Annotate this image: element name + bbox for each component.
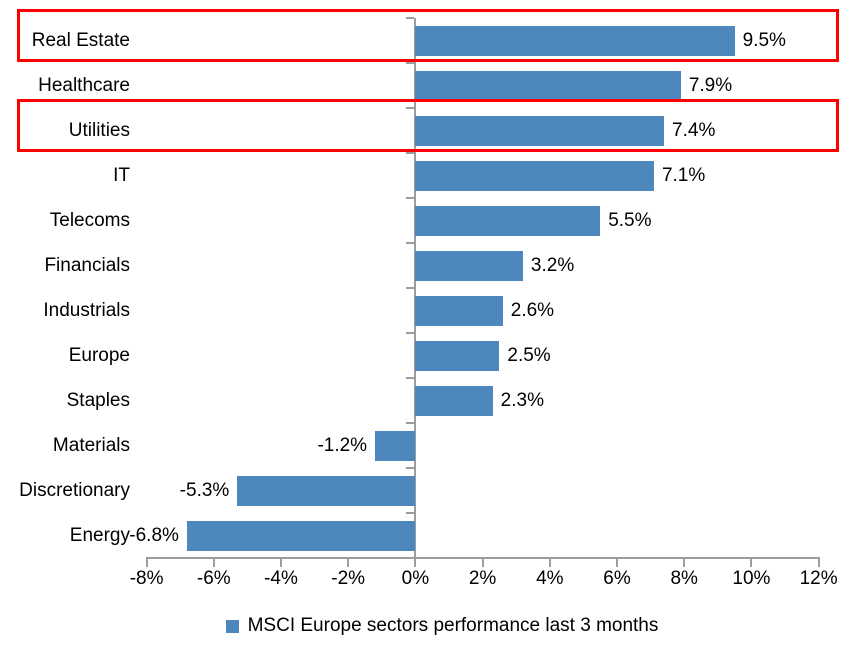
category-tick-mark (406, 287, 415, 289)
value-label: 2.3% (500, 390, 544, 411)
value-label: 3.2% (530, 255, 575, 276)
value-label: -5.3% (179, 480, 230, 501)
category-label: Energy (69, 525, 130, 546)
x-axis-tick-mark (347, 558, 350, 567)
x-axis-tick-mark (212, 558, 215, 567)
x-axis-tick-label: -6% (196, 568, 231, 589)
x-axis-tick-mark (750, 558, 753, 567)
x-axis-tick-mark (817, 558, 820, 567)
category-label: Telecoms (49, 210, 130, 231)
category-tick-mark (406, 422, 415, 424)
x-axis-tick-mark (683, 558, 686, 567)
category-tick-mark (406, 512, 415, 514)
category-label: Discretionary (19, 480, 130, 501)
value-label: 9.5% (742, 30, 786, 51)
highlight-box (17, 99, 839, 152)
category-tick-mark (406, 242, 415, 244)
highlight-box (17, 9, 839, 62)
category-label: IT (113, 165, 130, 186)
category-tick-mark (406, 107, 415, 109)
x-axis-tick-label: 6% (603, 568, 631, 589)
x-axis-tick-mark (481, 558, 484, 567)
value-label: 2.5% (507, 345, 551, 366)
value-label: 7.4% (672, 120, 716, 141)
category-tick-mark (406, 17, 415, 19)
bar (415, 250, 523, 281)
category-tick-mark (406, 332, 415, 334)
value-label: 7.1% (661, 165, 706, 186)
x-axis-tick-mark (616, 558, 618, 567)
category-tick-mark (406, 152, 415, 154)
category-label: Staples (66, 390, 130, 411)
bar (415, 160, 654, 191)
bar (415, 25, 735, 56)
bar (415, 385, 493, 416)
bar (375, 430, 416, 461)
x-axis-tick-label: 12% (799, 568, 838, 589)
category-label: Healthcare (38, 75, 130, 96)
x-axis-tick-label: -4% (264, 568, 298, 589)
category-tick-mark (406, 557, 415, 559)
x-axis-tick-mark (145, 558, 148, 567)
category-label: Materials (52, 435, 130, 456)
value-label: 2.6% (510, 300, 555, 321)
bar (415, 295, 503, 326)
bar (237, 475, 416, 506)
bar (415, 340, 500, 371)
bar (415, 70, 681, 101)
category-tick-mark (406, 197, 415, 199)
legend: MSCI Europe sectors performance last 3 m… (16, 609, 852, 643)
legend-series-swatch-icon (225, 619, 239, 633)
x-axis-tick-label: 10% (732, 568, 771, 589)
x-axis-tick-mark (280, 558, 282, 567)
x-axis-tick-label: 8% (670, 568, 698, 589)
category-tick-mark (406, 467, 415, 469)
legend-label: MSCI Europe sectors performance last 3 m… (247, 615, 659, 636)
category-label: Real Estate (31, 30, 130, 51)
category-label: Europe (68, 345, 130, 366)
value-label: -1.2% (317, 435, 368, 456)
x-axis-tick-label: 0% (401, 568, 430, 589)
category-label: Industrials (43, 300, 130, 321)
y-axis-line (414, 18, 417, 566)
value-label: -6.8% (129, 525, 179, 546)
x-axis-tick-mark (548, 558, 551, 567)
category-tick-mark (406, 62, 415, 64)
value-label: 5.5% (608, 210, 652, 231)
x-axis-tick-label: -2% (331, 568, 366, 589)
category-tick-mark (406, 377, 415, 379)
x-axis-tick-label: -8% (129, 568, 164, 589)
bar (415, 115, 665, 146)
category-label: Utilities (68, 120, 130, 141)
x-axis-tick-mark (414, 558, 417, 567)
bar (415, 205, 601, 236)
bar (186, 520, 416, 551)
value-label: 7.9% (688, 75, 733, 96)
x-axis-tick-label: 2% (468, 568, 497, 589)
x-axis-tick-label: 4% (536, 568, 564, 589)
category-label: Financials (44, 255, 130, 276)
